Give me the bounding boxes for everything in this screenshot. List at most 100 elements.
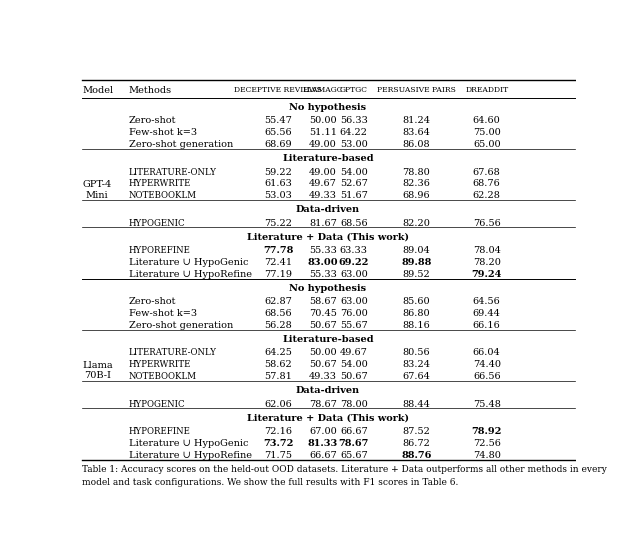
Text: 73.72: 73.72 [263, 439, 294, 448]
Text: PERSUASIVE PAIRS: PERSUASIVE PAIRS [377, 86, 456, 94]
Text: 78.20: 78.20 [473, 258, 500, 267]
Text: HYPOREFINE: HYPOREFINE [129, 246, 191, 255]
Text: 57.81: 57.81 [264, 372, 292, 381]
Text: Literature ∪ HypoGenic: Literature ∪ HypoGenic [129, 439, 248, 448]
Text: Zero-shot generation: Zero-shot generation [129, 140, 233, 149]
Text: 54.00: 54.00 [340, 361, 367, 369]
Text: 64.60: 64.60 [473, 116, 500, 125]
Text: 79.24: 79.24 [472, 270, 502, 279]
Text: NOTEBOOKLM: NOTEBOOKLM [129, 191, 196, 200]
Text: 55.47: 55.47 [264, 116, 292, 125]
Text: HYPOGENIC: HYPOGENIC [129, 400, 185, 409]
Text: 66.16: 66.16 [473, 321, 500, 330]
Text: 67.64: 67.64 [403, 372, 430, 381]
Text: 63.00: 63.00 [340, 270, 367, 279]
Text: 66.67: 66.67 [309, 451, 337, 460]
Text: GPTGC: GPTGC [340, 86, 368, 94]
Text: Literature-based: Literature-based [282, 334, 374, 344]
Text: 49.33: 49.33 [309, 372, 337, 381]
Text: 83.00: 83.00 [308, 258, 339, 267]
Text: 80.56: 80.56 [403, 349, 430, 357]
Text: 66.04: 66.04 [473, 349, 500, 357]
Text: 82.20: 82.20 [403, 219, 430, 228]
Text: 78.92: 78.92 [472, 427, 502, 436]
Text: 49.00: 49.00 [309, 140, 337, 149]
Text: 81.24: 81.24 [403, 116, 430, 125]
Text: 82.36: 82.36 [403, 179, 430, 188]
Text: 72.16: 72.16 [264, 427, 292, 436]
Text: GPT-4
Mini: GPT-4 Mini [83, 180, 112, 200]
Text: 78.80: 78.80 [403, 168, 430, 176]
Text: model and task configurations. We show the full results with F1 scores in Table : model and task configurations. We show t… [83, 478, 459, 487]
Text: 63.00: 63.00 [340, 298, 367, 306]
Text: 77.78: 77.78 [263, 246, 294, 255]
Text: 55.67: 55.67 [340, 321, 367, 330]
Text: HYPERWRITE: HYPERWRITE [129, 361, 191, 369]
Text: 62.28: 62.28 [473, 191, 500, 200]
Text: 83.64: 83.64 [403, 128, 430, 137]
Text: 81.67: 81.67 [309, 219, 337, 228]
Text: 54.00: 54.00 [340, 168, 367, 176]
Text: 72.41: 72.41 [264, 258, 292, 267]
Text: 76.56: 76.56 [473, 219, 500, 228]
Text: LLAMAGC: LLAMAGC [303, 86, 343, 94]
Text: 50.00: 50.00 [309, 116, 337, 125]
Text: DECEPTIVE REVIEWS: DECEPTIVE REVIEWS [234, 86, 323, 94]
Text: LITERATURE-ONLY: LITERATURE-ONLY [129, 168, 216, 176]
Text: 75.48: 75.48 [473, 400, 500, 409]
Text: 89.88: 89.88 [401, 258, 431, 267]
Text: 69.22: 69.22 [339, 258, 369, 267]
Text: Table 1: Accuracy scores on the held-out OOD datasets. Literature + Data outperf: Table 1: Accuracy scores on the held-out… [83, 464, 607, 473]
Text: 69.44: 69.44 [473, 309, 500, 318]
Text: 88.16: 88.16 [403, 321, 430, 330]
Text: 55.33: 55.33 [309, 246, 337, 255]
Text: 89.52: 89.52 [403, 270, 430, 279]
Text: 87.52: 87.52 [403, 427, 430, 436]
Text: 56.33: 56.33 [340, 116, 368, 125]
Text: 78.04: 78.04 [473, 246, 500, 255]
Text: 50.67: 50.67 [309, 361, 337, 369]
Text: 53.00: 53.00 [340, 140, 367, 149]
Text: HYPOGENIC: HYPOGENIC [129, 219, 185, 228]
Text: 68.76: 68.76 [473, 179, 500, 188]
Text: NOTEBOOKLM: NOTEBOOKLM [129, 372, 196, 381]
Text: 86.72: 86.72 [403, 439, 430, 448]
Text: 58.67: 58.67 [309, 298, 337, 306]
Text: Data-driven: Data-driven [296, 205, 360, 214]
Text: 74.80: 74.80 [473, 451, 500, 460]
Text: No hypothesis: No hypothesis [289, 103, 367, 112]
Text: LITERATURE-ONLY: LITERATURE-ONLY [129, 349, 216, 357]
Text: 63.33: 63.33 [340, 246, 368, 255]
Text: 65.00: 65.00 [473, 140, 500, 149]
Text: 49.67: 49.67 [309, 179, 337, 188]
Text: Zero-shot: Zero-shot [129, 116, 176, 125]
Text: 62.06: 62.06 [264, 400, 292, 409]
Text: 56.28: 56.28 [264, 321, 292, 330]
Text: 55.33: 55.33 [309, 270, 337, 279]
Text: 49.00: 49.00 [309, 168, 337, 176]
Text: Literature ∪ HypoRefine: Literature ∪ HypoRefine [129, 451, 252, 460]
Text: Few-shot k=3: Few-shot k=3 [129, 309, 196, 318]
Text: No hypothesis: No hypothesis [289, 283, 367, 293]
Text: DREADDIT: DREADDIT [465, 86, 508, 94]
Text: Literature ∪ HypoRefine: Literature ∪ HypoRefine [129, 270, 252, 279]
Text: Zero-shot: Zero-shot [129, 298, 176, 306]
Text: 49.33: 49.33 [309, 191, 337, 200]
Text: 76.00: 76.00 [340, 309, 367, 318]
Text: 88.44: 88.44 [403, 400, 430, 409]
Text: 71.75: 71.75 [264, 451, 292, 460]
Text: 64.22: 64.22 [340, 128, 368, 137]
Text: 81.33: 81.33 [308, 439, 338, 448]
Text: 61.63: 61.63 [264, 179, 292, 188]
Text: Data-driven: Data-driven [296, 386, 360, 395]
Text: 67.00: 67.00 [309, 427, 337, 436]
Text: 68.69: 68.69 [264, 140, 292, 149]
Text: Methods: Methods [129, 86, 172, 94]
Text: 68.56: 68.56 [264, 309, 292, 318]
Text: 86.08: 86.08 [403, 140, 430, 149]
Text: 58.62: 58.62 [264, 361, 292, 369]
Text: 77.19: 77.19 [264, 270, 292, 279]
Text: 50.67: 50.67 [309, 321, 337, 330]
Text: 52.67: 52.67 [340, 179, 368, 188]
Text: 78.67: 78.67 [309, 400, 337, 409]
